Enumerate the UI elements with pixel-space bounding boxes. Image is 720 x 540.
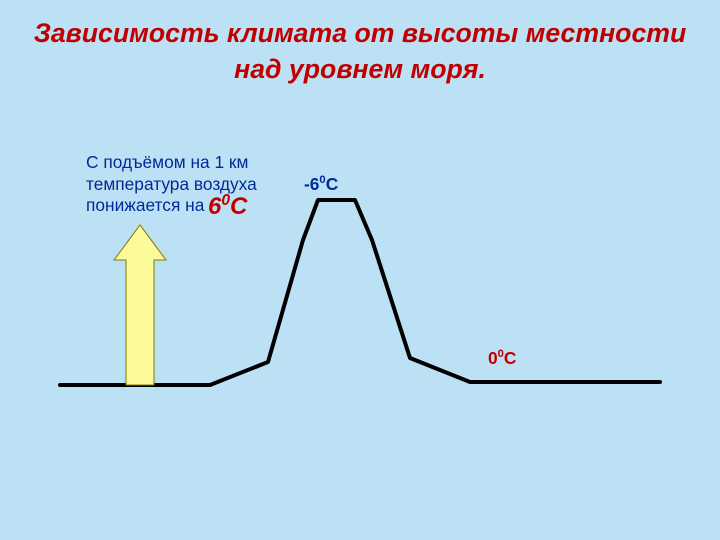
diagram-stage: Зависимость климата от высоты местности … — [0, 0, 720, 540]
up-arrow-icon — [114, 225, 166, 385]
diagram-svg — [0, 0, 720, 540]
